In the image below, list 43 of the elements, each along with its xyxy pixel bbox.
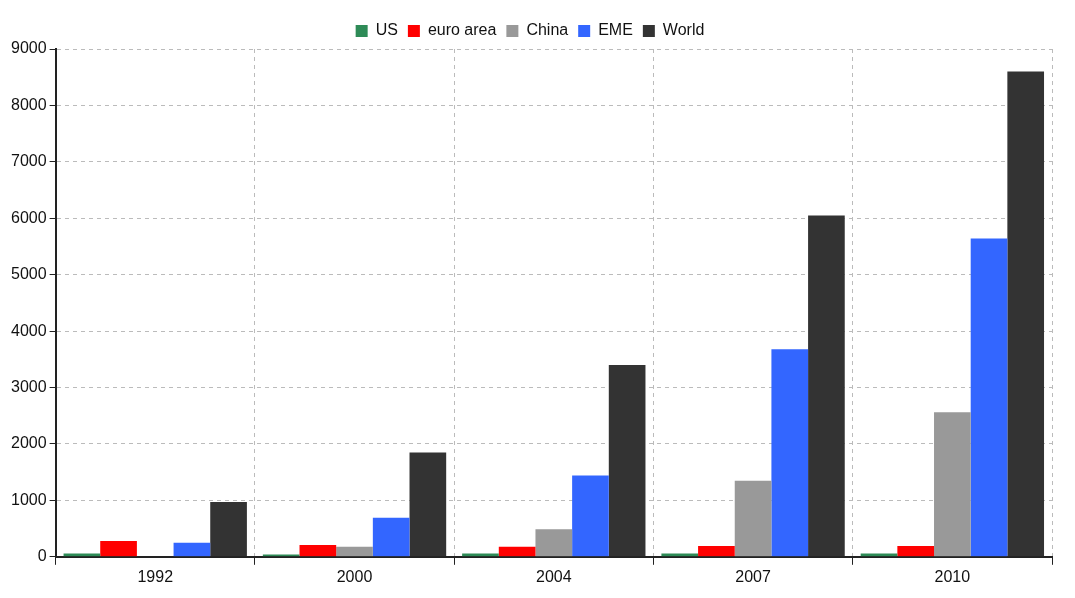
y-tick-label: 3000 [11,377,47,395]
y-tick-label: 4000 [11,321,47,339]
y-tick-label: 8000 [11,95,47,113]
bar [498,546,536,557]
x-tick-label: 2004 [536,567,572,585]
bar [535,529,573,557]
x-tick-label: 2010 [934,567,971,585]
bar [808,215,845,557]
y-tick-label: 9000 [11,39,47,57]
bar [970,238,1008,557]
bar [572,475,609,557]
bar [63,553,101,557]
bar [372,517,410,557]
bar [608,364,646,557]
bar [210,502,247,557]
bar [897,546,935,557]
y-tick-label: 6000 [11,208,47,226]
legend-label: EME [598,21,633,39]
bar [173,542,211,557]
y-tick-label: 0 [37,547,47,565]
bar [462,553,499,557]
bar [1007,71,1045,557]
bar [336,546,373,557]
y-tick-label: 5000 [11,265,47,283]
legend-label: World [662,21,705,39]
bar [734,480,772,557]
y-tick-label: 7000 [11,152,47,170]
bar [100,541,137,557]
legend-label: US [375,21,398,39]
bar [409,452,447,557]
x-tick-label: 1992 [137,567,174,585]
bar [934,412,971,557]
x-tick-label: 2007 [735,567,771,585]
bar [860,553,898,557]
bar [661,553,699,557]
legend-label: China [526,21,569,39]
y-tick-label: 2000 [11,434,47,452]
bar [698,546,735,557]
legend-label: euro area [427,21,497,39]
bar [299,544,337,557]
bar [771,349,809,557]
y-tick-label: 1000 [11,490,47,508]
x-tick-label: 2000 [336,567,373,585]
